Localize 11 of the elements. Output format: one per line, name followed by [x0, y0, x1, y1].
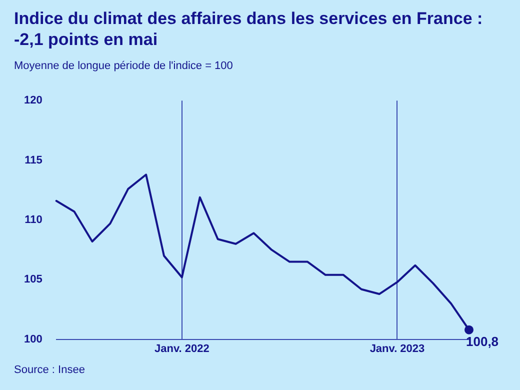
y-tick-label: 115 — [24, 154, 42, 166]
y-tick-label: 110 — [24, 214, 42, 226]
chart-title: Indice du climat des affaires dans les services en France : -2,1 points en mai — [14, 8, 484, 50]
chart-subtitle: Moyenne de longue période de l'indice = 100 — [14, 60, 233, 72]
y-tick-label: 100 — [24, 333, 42, 346]
x-tick-label: Janv. 2023 — [370, 343, 425, 356]
x-tick-label: Janv. 2022 — [154, 343, 210, 356]
source-note: Source : Insee — [14, 364, 85, 376]
data-label: 100,8 — [466, 334, 499, 349]
y-tick-label: 105 — [24, 274, 42, 286]
y-tick-label: 120 — [24, 94, 42, 107]
